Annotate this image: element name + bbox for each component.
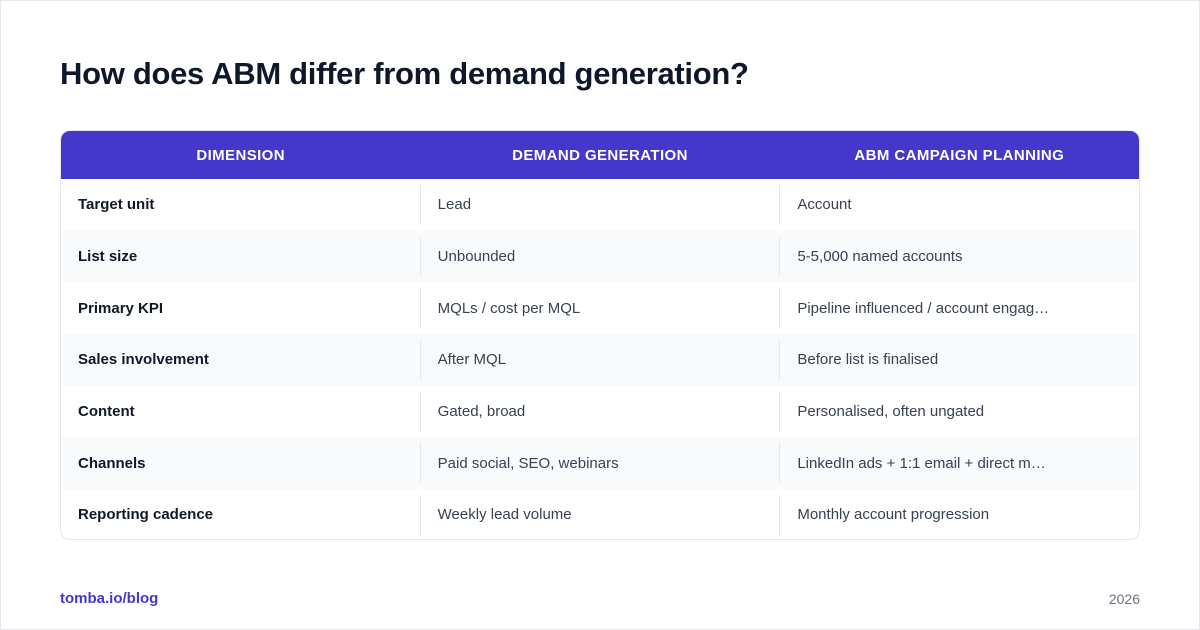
header-abm-campaign-planning: ABM CAMPAIGN PLANNING — [854, 146, 1065, 164]
abm-cell: 5-5,000 named accounts — [779, 231, 1139, 283]
row-dimension-cell: Primary KPI — [78, 299, 164, 317]
source-link[interactable]: tomba.io/blog — [60, 590, 159, 607]
demand-gen-cell: Paid social, SEO, webinars — [419, 437, 780, 489]
demand-gen-cell: Lead — [419, 179, 780, 231]
demand-gen-cell: MQLs / cost per MQL — [419, 282, 780, 334]
table-row: Target unit Lead Account — [61, 179, 1139, 231]
abm-cell: Before list is finalised — [779, 334, 1139, 386]
year-label: 2026 — [1108, 591, 1140, 607]
table-row: Sales involvement After MQL Before list … — [61, 334, 1139, 386]
header-dimension: DIMENSION — [196, 146, 285, 164]
demand-gen-cell: Weekly lead volume — [419, 489, 780, 539]
abm-cell: Monthly account progression — [779, 489, 1139, 539]
page-title: How does ABM differ from demand generati… — [60, 56, 749, 91]
demand-gen-cell: Gated, broad — [419, 386, 780, 438]
demand-gen-cell: After MQL — [419, 334, 780, 386]
abm-cell: Personalised, often ungated — [779, 386, 1139, 438]
abm-cell: Pipeline influenced / account engag… — [779, 282, 1139, 334]
row-dimension-cell: Target unit — [78, 196, 155, 214]
abm-cell: Account — [779, 179, 1139, 231]
row-dimension-cell: Sales involvement — [78, 351, 209, 369]
demand-gen-cell: Unbounded — [419, 231, 780, 283]
table-header: DIMENSION DEMAND GENERATION ABM CAMPAIGN… — [61, 131, 1139, 179]
header-demand-generation: DEMAND GENERATION — [512, 146, 688, 164]
table-body: Target unit Lead Account List size Unbou… — [61, 179, 1139, 539]
abm-cell: LinkedIn ads + 1:1 email + direct m… — [779, 437, 1139, 489]
table-row: Channels Paid social, SEO, webinars Link… — [61, 437, 1139, 490]
table-row: Reporting cadence Weekly lead volume Mon… — [61, 489, 1139, 539]
table-row: Primary KPI MQLs / cost per MQL Pipeline… — [61, 282, 1139, 334]
table-row: Content Gated, broad Personalised, often… — [61, 386, 1139, 438]
table-row: List size Unbounded 5-5,000 named accoun… — [61, 230, 1139, 283]
row-dimension-cell: List size — [78, 248, 138, 266]
comparison-table: DIMENSION DEMAND GENERATION ABM CAMPAIGN… — [60, 130, 1140, 540]
row-dimension-cell: Content — [78, 403, 135, 421]
row-dimension-cell: Reporting cadence — [78, 506, 214, 524]
row-dimension-cell: Channels — [78, 454, 146, 472]
